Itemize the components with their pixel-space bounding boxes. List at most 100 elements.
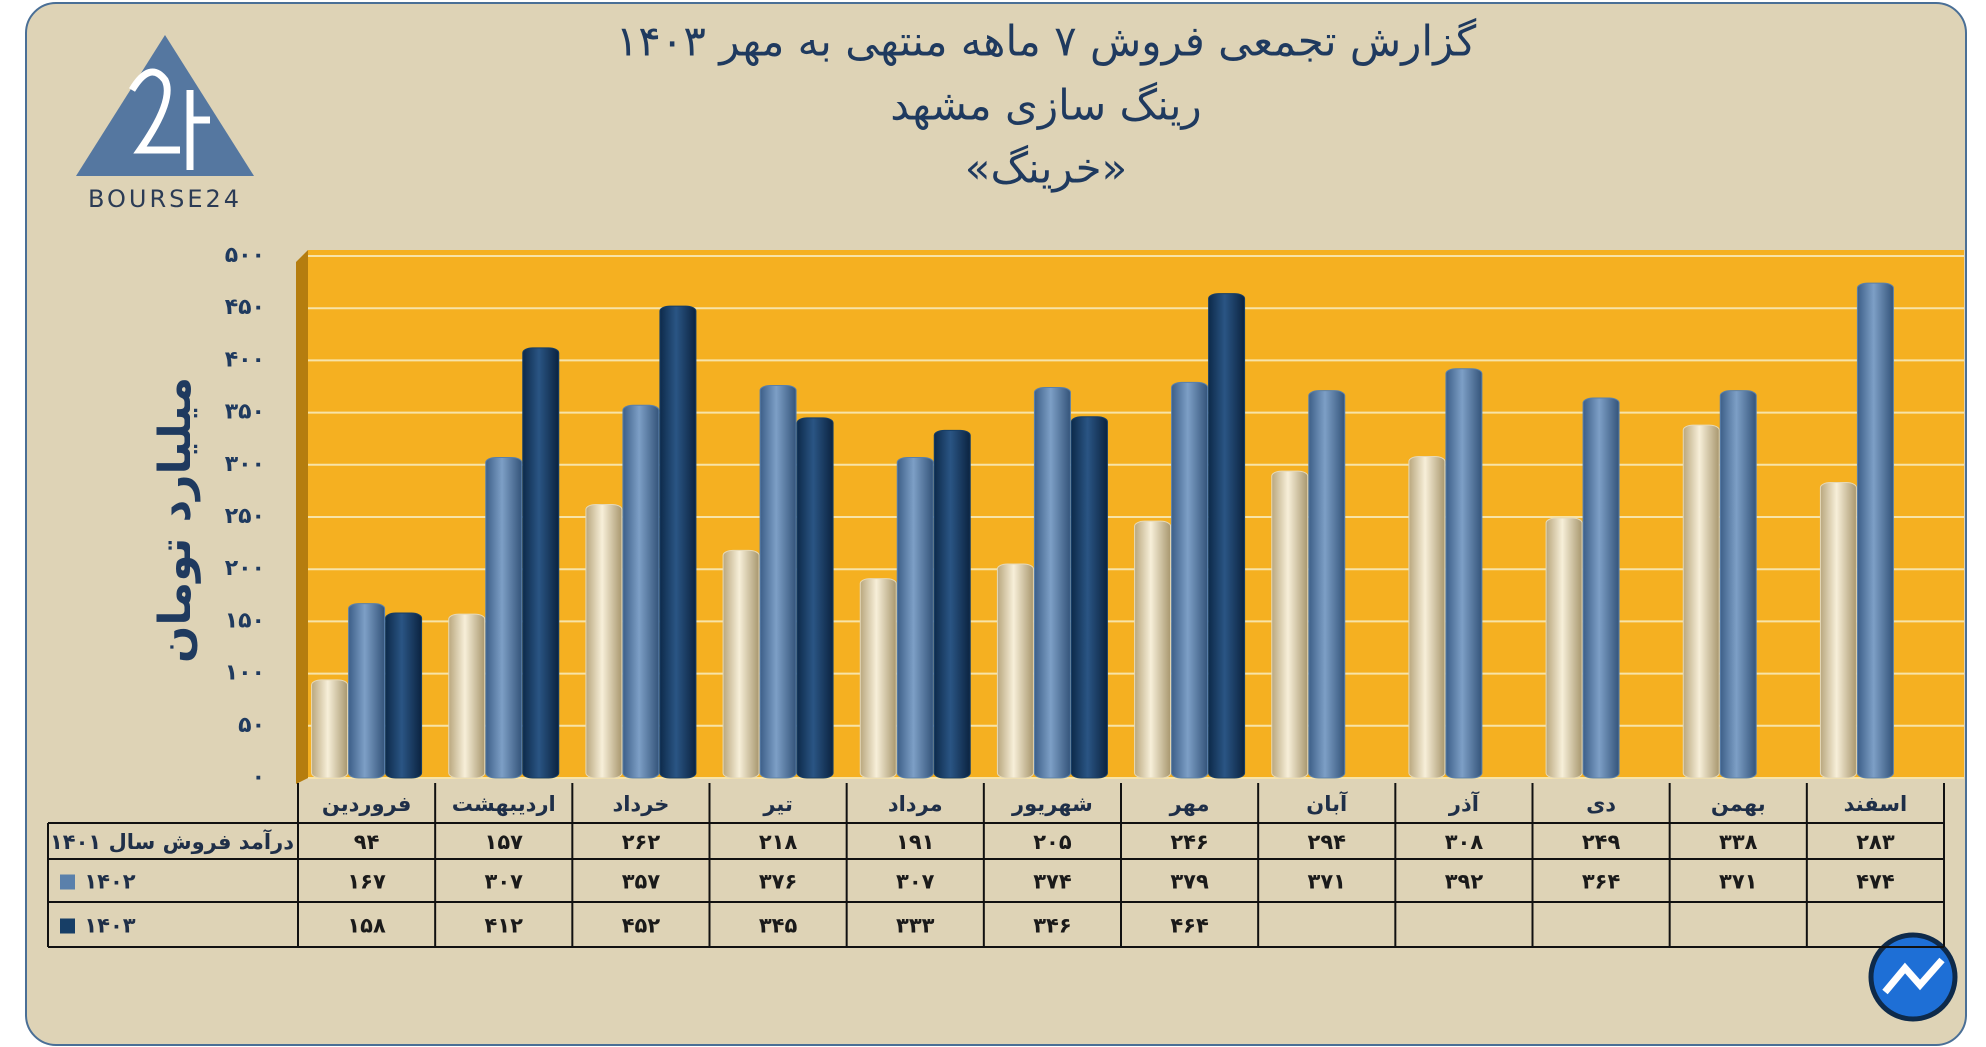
y-tick-label: ۱۰۰ — [225, 661, 265, 686]
table-value: ۳۵۷ — [622, 870, 661, 894]
legend-label: ۱۴۰۳ — [84, 914, 135, 938]
x-tick-label: خرداد — [612, 792, 669, 816]
table-value: ۱۹۱ — [896, 830, 934, 854]
y-tick-label: ۳۵۰ — [225, 400, 265, 425]
chart-subtitle: رینگ سازی مشهد — [890, 81, 1201, 131]
bar — [1070, 416, 1108, 779]
x-tick-label: آبان — [1306, 791, 1348, 816]
bar — [859, 578, 897, 779]
bar — [759, 384, 797, 779]
table-value: ۲۴۶ — [1170, 830, 1208, 854]
legend-label: ۱۴۰۲ — [84, 870, 135, 894]
table-value: ۳۳۸ — [1719, 830, 1758, 854]
chart-title: گزارش تجمعی فروش ۷ ماهه منتهی به مهر ۱۴۰… — [616, 17, 1477, 67]
bar — [659, 305, 697, 779]
x-tick-label: فروردین — [322, 792, 412, 816]
bar — [585, 503, 623, 779]
table-value: ۳۴۵ — [759, 914, 798, 938]
table-value: ۳۷۱ — [1719, 870, 1757, 894]
bar — [485, 456, 523, 779]
bar — [348, 603, 386, 779]
bar — [311, 679, 349, 779]
bar — [1271, 470, 1309, 779]
bar — [1545, 517, 1583, 779]
y-tick-label: ۴۰۰ — [225, 347, 265, 372]
table-value: ۳۰۷ — [896, 870, 935, 894]
bar — [996, 563, 1034, 779]
table-value: ۲۶۲ — [622, 830, 661, 854]
table-value: ۱۵۷ — [485, 830, 524, 854]
bar — [622, 404, 660, 779]
y-tick-label: ۲۵۰ — [225, 504, 265, 529]
bar — [1445, 368, 1483, 779]
table-value: ۲۸۳ — [1856, 830, 1895, 854]
chart-subtitle: «خرینگ» — [965, 144, 1128, 193]
logo-text: BOURSE24 — [88, 185, 242, 213]
plot-wall — [296, 250, 308, 784]
table-value: ۳۹۲ — [1445, 870, 1484, 894]
bar — [933, 429, 971, 779]
table-value: ۲۰۵ — [1033, 830, 1072, 854]
table-value: ۴۶۴ — [1170, 914, 1209, 938]
y-tick-label: ۵۰۰ — [225, 243, 265, 268]
table-value: ۴۵۲ — [622, 914, 661, 938]
bar — [1134, 520, 1172, 779]
table-value: ۴۷۴ — [1856, 870, 1895, 894]
x-tick-label: بهمن — [1711, 792, 1766, 816]
bar — [448, 613, 486, 779]
logo — [76, 35, 254, 176]
bar — [522, 347, 560, 779]
y-tick-label: ۱۵۰ — [225, 608, 265, 633]
bar — [722, 549, 760, 779]
bar — [1208, 293, 1246, 779]
y-tick-label: ۵۰ — [238, 713, 265, 738]
bar — [1033, 387, 1071, 779]
table-value: ۳۴۶ — [1033, 914, 1071, 938]
bar — [1308, 390, 1346, 779]
table-value: ۳۷۹ — [1170, 870, 1209, 894]
table-value: ۳۷۴ — [1033, 870, 1072, 894]
x-tick-label: مرداد — [888, 792, 943, 816]
x-tick-label: شهریور — [1011, 792, 1093, 816]
y-tick-label: ۰ — [252, 765, 265, 790]
bar — [796, 417, 834, 779]
table-value: ۱۵۸ — [347, 914, 386, 938]
x-tick-label: تیر — [762, 792, 793, 816]
bar — [385, 612, 423, 779]
table-value: ۱۶۷ — [347, 870, 386, 894]
bar — [1719, 390, 1757, 779]
table-value: ۳۰۷ — [485, 870, 524, 894]
bar — [1408, 455, 1446, 779]
corner-icon — [1868, 932, 1958, 1022]
bar — [896, 456, 934, 779]
x-tick-label: آذر — [1448, 791, 1480, 816]
table-value: ۳۶۴ — [1582, 870, 1621, 894]
table-value: ۹۴ — [354, 830, 380, 854]
legend-swatch — [60, 874, 75, 890]
bar — [1682, 424, 1720, 779]
x-tick-label: دی — [1586, 792, 1616, 816]
bar — [1171, 381, 1209, 779]
table-value: ۲۹۴ — [1308, 830, 1347, 854]
table-value: ۲۱۸ — [759, 830, 798, 854]
bar — [1819, 482, 1857, 779]
x-tick-label: اردیبهشت — [452, 792, 556, 816]
legend-swatch — [60, 918, 75, 934]
y-tick-label: ۴۵۰ — [225, 295, 265, 320]
bar — [1582, 397, 1620, 779]
x-tick-label: اسفند — [1844, 792, 1908, 816]
table-value: ۲۴۹ — [1582, 830, 1621, 854]
table-value: ۳۳۳ — [896, 914, 935, 938]
y-axis-label: میلیارد تومان — [150, 377, 201, 663]
table-value: ۳۷۱ — [1308, 870, 1346, 894]
x-tick-label: مهر — [1169, 792, 1210, 816]
table-value: ۴۱۲ — [485, 914, 524, 938]
legend-label: درآمد فروش سال ۱۴۰۱ — [50, 829, 294, 854]
bar — [1856, 282, 1894, 779]
table-value: ۳۷۶ — [759, 870, 797, 894]
y-tick-label: ۲۰۰ — [225, 556, 265, 581]
table-value: ۳۰۸ — [1445, 830, 1484, 854]
y-tick-label: ۳۰۰ — [225, 452, 265, 477]
